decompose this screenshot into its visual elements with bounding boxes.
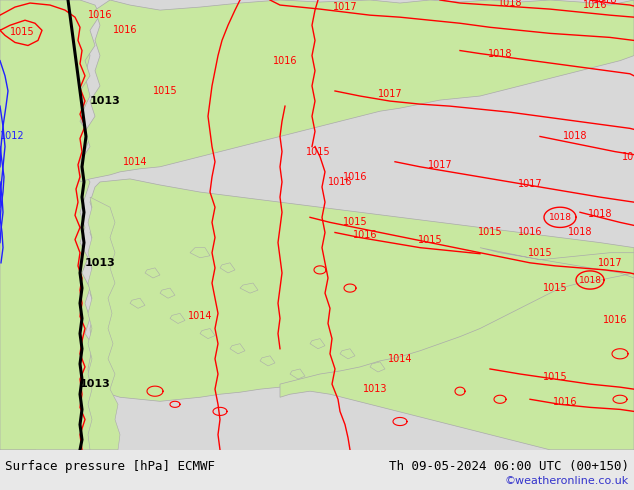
Text: 1013: 1013 [84,258,115,268]
Polygon shape [88,197,120,450]
Text: 1014: 1014 [188,311,212,321]
Text: 1016: 1016 [273,56,297,66]
Text: 1017: 1017 [598,258,623,268]
Text: 1014: 1014 [123,157,147,167]
Polygon shape [230,343,245,354]
Polygon shape [290,369,305,379]
Text: 1016: 1016 [343,172,367,182]
Polygon shape [130,298,145,308]
Text: Th 09-05-2024 06:00 UTC (00+150): Th 09-05-2024 06:00 UTC (00+150) [389,460,629,473]
Text: 1015: 1015 [306,147,330,157]
Polygon shape [260,356,275,366]
Polygon shape [160,288,175,298]
Text: 1016: 1016 [622,152,634,162]
Text: 1013: 1013 [89,96,120,106]
Text: Surface pressure [hPa] ECMWF: Surface pressure [hPa] ECMWF [5,460,215,473]
Text: 1015: 1015 [418,235,443,245]
Text: 1015: 1015 [10,27,34,37]
Text: 1016: 1016 [353,229,377,240]
Text: 1017: 1017 [378,89,403,99]
Text: 1015: 1015 [153,86,178,96]
Text: 1016: 1016 [583,0,607,10]
Text: 1015: 1015 [477,227,502,238]
Text: 1017: 1017 [518,179,542,189]
Polygon shape [370,362,385,372]
Polygon shape [200,328,215,339]
Text: 1013: 1013 [80,379,110,389]
Text: 1016: 1016 [87,10,112,20]
Text: 1018: 1018 [593,0,618,5]
Polygon shape [80,0,634,182]
Text: 1018: 1018 [588,209,612,220]
Text: 1015: 1015 [527,248,552,258]
Text: 1014: 1014 [388,354,412,364]
Polygon shape [0,0,110,450]
Text: 1018: 1018 [563,131,587,142]
Polygon shape [220,263,235,273]
Polygon shape [88,179,634,401]
Polygon shape [190,247,210,258]
Text: 1015: 1015 [543,372,567,382]
Text: 1018: 1018 [548,213,571,222]
Text: 1013: 1013 [363,384,387,394]
Text: 1016: 1016 [553,397,577,407]
Text: 1015: 1015 [543,283,567,293]
Polygon shape [240,283,258,293]
Text: 1017: 1017 [428,160,452,170]
Polygon shape [340,349,355,359]
Text: 1015: 1015 [343,218,367,227]
Polygon shape [145,268,160,278]
Text: 1018: 1018 [578,275,602,285]
Text: 1016: 1016 [603,316,627,325]
Text: 1016: 1016 [113,25,137,35]
Text: 1016: 1016 [328,177,353,187]
Text: ©weatheronline.co.uk: ©weatheronline.co.uk [505,476,629,486]
Polygon shape [280,247,634,450]
Polygon shape [0,0,90,450]
Text: 1016: 1016 [518,227,542,238]
Text: 1017: 1017 [333,2,358,12]
Text: 1018: 1018 [568,227,592,238]
Text: 1012: 1012 [0,131,24,142]
Text: 1018: 1018 [498,0,522,8]
Text: 1018: 1018 [488,49,512,59]
Polygon shape [170,314,185,323]
Polygon shape [310,339,325,349]
